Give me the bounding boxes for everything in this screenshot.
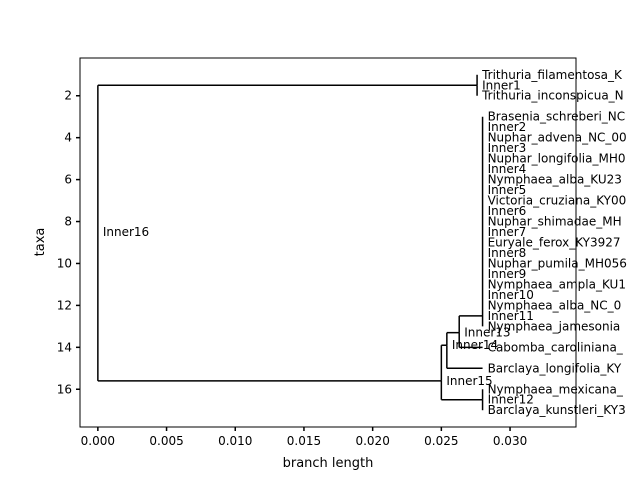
- inner-node-label: Inner14: [452, 338, 498, 352]
- leaf-label: Trithuria_filamentosa_K: [481, 68, 623, 82]
- y-tick-label: 16: [57, 382, 72, 396]
- inner-node-label: Inner11: [488, 309, 534, 323]
- x-tick-label: 0.005: [149, 434, 183, 448]
- inner-node-label: Inner3: [488, 141, 527, 155]
- inner-node-label: Inner13: [464, 326, 510, 340]
- inner-node-label: Inner16: [103, 225, 149, 239]
- x-tick-label: 0.030: [493, 434, 527, 448]
- inner-node-label: Inner12: [488, 393, 534, 407]
- x-axis-ticks: 0.000 0.005 0.010 0.015 0.020 0.025 0.030: [81, 427, 527, 448]
- leaf-label: Nymphaea_ampla_KU1: [488, 277, 626, 291]
- inner-node-label: Inner2: [488, 120, 527, 134]
- leaf-label: Barclaya_longifolia_KY: [488, 361, 622, 375]
- leaf-labels: Trithuria_filamentosa_K Trithuria_inconsp…: [481, 68, 627, 417]
- leaf-label: Trithuria_inconspicua_N: [481, 89, 624, 103]
- y-tick-label: 2: [64, 89, 72, 103]
- y-tick-label: 12: [57, 298, 72, 312]
- x-tick-label: 0.010: [218, 434, 252, 448]
- inner-node-label: Inner7: [488, 225, 527, 239]
- leaf-label: Nuphar_advena_NC_00: [488, 131, 627, 145]
- x-tick-label: 0.020: [355, 434, 389, 448]
- x-tick-label: 0.000: [81, 434, 115, 448]
- leaf-label: Barclaya_kunstleri_KY3: [488, 403, 626, 417]
- inner-node-label: Inner8: [488, 246, 527, 260]
- x-tick-label: 0.015: [287, 434, 321, 448]
- leaf-label: Nymphaea_mexicana_: [488, 382, 624, 396]
- leaf-label: Brasenia_schreberi_NC: [488, 110, 626, 124]
- leaf-label: Nuphar_longifolia_MH0: [488, 152, 626, 166]
- inner-node-label: Inner10: [488, 288, 534, 302]
- leaf-label: Nymphaea_jamesonia: [488, 319, 621, 333]
- x-tick-label: 0.025: [424, 434, 458, 448]
- x-axis-label: branch length: [283, 456, 374, 471]
- inner-node-labels: Inner1 Inner2 Inner3 Inner4 Inner5 Inner6 Inne…: [103, 78, 534, 406]
- y-axis-ticks: 2 4 6 8 10 12 14 16: [57, 89, 80, 396]
- inner-node-label: Inner6: [488, 204, 527, 218]
- axes-frame: [79, 57, 577, 428]
- leaf-label: Cabomba_caroliniana_: [488, 340, 624, 354]
- leaf-label: Nymphaea_alba_KU23: [488, 173, 622, 187]
- plot-area: Trithuria_filamentosa_K Trithuria_inconsp…: [97, 68, 627, 417]
- y-axis-label: taxa: [33, 228, 48, 257]
- leaf-label: Nymphaea_alba_NC_0: [488, 298, 622, 312]
- leaf-label: Nuphar_pumila_MH056: [488, 256, 627, 270]
- tree-edges: [97, 74, 484, 411]
- leaf-label: Nuphar_shimadae_MH: [488, 215, 622, 229]
- leaf-label: Victoria_cruziana_KY00: [488, 194, 627, 208]
- inner-node-label: Inner9: [488, 267, 527, 281]
- y-tick-label: 14: [57, 340, 72, 354]
- leaf-label: Euryale_ferox_KY3927: [488, 236, 621, 250]
- inner-node-label: Inner1: [482, 78, 521, 92]
- inner-node-label: Inner15: [446, 374, 492, 388]
- inner-node-label: Inner5: [488, 183, 527, 197]
- y-tick-label: 6: [64, 173, 72, 187]
- y-tick-label: 4: [64, 131, 72, 145]
- inner-node-label: Inner4: [488, 162, 527, 176]
- y-tick-label: 10: [57, 256, 72, 270]
- y-tick-label: 8: [64, 215, 72, 229]
